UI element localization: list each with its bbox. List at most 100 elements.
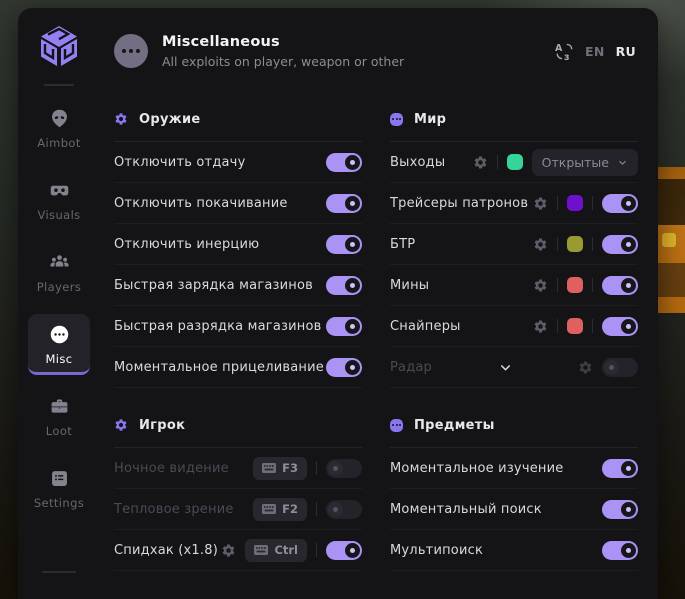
row-settings-gear-icon[interactable] (578, 360, 593, 375)
section-title: Игрок (139, 417, 186, 433)
toggle-switch[interactable] (602, 499, 638, 519)
sidebar-item-loot[interactable]: Loot (28, 386, 90, 447)
row-settings-gear-icon[interactable] (533, 278, 548, 293)
toggle-knob (604, 359, 619, 375)
feature-row: Мины (390, 265, 638, 306)
row-settings-gear-icon[interactable] (473, 155, 488, 170)
toggle-switch[interactable] (602, 357, 638, 377)
signage-shadow-mark (658, 263, 685, 297)
row-settings-gear-icon[interactable] (533, 237, 548, 252)
feature-row: Радар (390, 347, 638, 388)
row-controls: Открытые (473, 148, 638, 176)
hotkey-label: Ctrl (274, 543, 298, 557)
feature-label: Тепловое зрение (114, 501, 234, 517)
control-divider (592, 319, 593, 333)
section-divider (114, 141, 362, 142)
toggle-switch[interactable] (326, 540, 362, 560)
chevron-down-icon (617, 157, 628, 168)
feature-label: Моментальное изучение (390, 460, 564, 476)
feature-label: Отключить покачивание (114, 195, 288, 211)
section-divider (114, 447, 362, 448)
expand-chevron-icon[interactable] (432, 360, 578, 375)
game-background-signage (658, 167, 685, 313)
toggle-switch[interactable] (326, 234, 362, 254)
dropdown-select[interactable]: Открытые (531, 148, 638, 176)
row-settings-gear-icon[interactable] (533, 196, 548, 211)
toggle-switch[interactable] (602, 458, 638, 478)
hotkey-label: F2 (282, 502, 298, 516)
feature-label: Моментальный поиск (390, 501, 542, 517)
hotkey-badge[interactable]: F2 (253, 497, 307, 521)
keyboard-icon (262, 504, 277, 514)
row-controls (326, 152, 362, 172)
sidebar-divider-top (44, 84, 74, 86)
row-controls (326, 234, 362, 254)
feature-row: Моментальный поиск (390, 489, 638, 530)
section-player: Игрок Ночное видение F3 Тепловое зрение F2 Сп… (114, 412, 362, 571)
section-weapon: Оружие Отключить отдачу Отключить покачива… (114, 106, 362, 388)
section-gear-icon (114, 418, 128, 432)
feature-row: Выходы Открытые (390, 142, 638, 183)
toggle-switch[interactable] (326, 152, 362, 172)
control-divider (316, 543, 317, 557)
hotkey-badge[interactable]: Ctrl (245, 538, 307, 562)
toggle-switch[interactable] (602, 193, 638, 213)
toggle-knob (621, 501, 636, 517)
keyboard-icon (262, 463, 277, 473)
section-divider (390, 141, 638, 142)
feature-label: Радар (390, 359, 433, 375)
row-controls (326, 193, 362, 213)
color-swatch[interactable] (506, 154, 523, 170)
feature-row: Быстрая разрядка магазинов (114, 306, 362, 347)
lang-en-button[interactable]: EN (585, 43, 605, 59)
sidebar-item-misc[interactable]: Misc (28, 314, 90, 375)
sidebar-item-visuals[interactable]: Visuals (28, 170, 90, 231)
sidebar-nav: Aimbot Visuals Players Misc Loot Settings (18, 98, 100, 530)
feature-row: Трейсеры патронов (390, 183, 638, 224)
feature-label: Быстрая зарядка магазинов (114, 277, 314, 293)
sidebar-item-players[interactable]: Players (28, 242, 90, 303)
alien-icon (49, 108, 70, 129)
feature-label: Выходы (390, 154, 446, 170)
toggle-switch[interactable] (326, 499, 362, 519)
row-controls (533, 275, 638, 295)
row-settings-gear-icon[interactable] (221, 543, 236, 558)
toggle-knob (621, 542, 636, 558)
sidebar-item-settings[interactable]: Settings (28, 458, 90, 519)
color-swatch[interactable] (567, 277, 583, 293)
toggle-switch[interactable] (602, 540, 638, 560)
color-swatch[interactable] (567, 236, 583, 252)
color-swatch[interactable] (567, 195, 583, 211)
toggle-switch[interactable] (602, 316, 638, 336)
sidebar-item-label: Settings (33, 496, 85, 510)
toggle-switch[interactable] (326, 275, 362, 295)
toggle-switch[interactable] (326, 458, 362, 478)
toggle-switch[interactable] (326, 357, 362, 377)
hotkey-badge[interactable]: F3 (253, 456, 307, 480)
sidebar-item-aimbot[interactable]: Aimbot (28, 98, 90, 159)
feature-label: Снайперы (390, 318, 461, 334)
toggle-switch[interactable] (602, 234, 638, 254)
color-swatch[interactable] (567, 318, 583, 334)
signage-yellow-mark (662, 233, 676, 247)
row-controls (602, 499, 638, 519)
sidebar-item-label: Loot (45, 424, 73, 438)
lang-ru-button[interactable]: RU (615, 43, 636, 59)
row-controls (533, 193, 638, 213)
toggle-knob (621, 236, 636, 252)
sidebar-divider-bottom (42, 571, 76, 573)
toggle-switch[interactable] (326, 193, 362, 213)
feature-label: БТР (390, 236, 416, 252)
dropdown-value: Открытые (541, 154, 609, 170)
page-subtitle: All exploits on player, weapon or other (162, 53, 405, 69)
toggle-switch[interactable] (326, 316, 362, 336)
row-controls: F3 (253, 456, 362, 480)
section-dots-icon (390, 418, 403, 432)
row-controls (602, 540, 638, 560)
section-header-player: Игрок (114, 412, 362, 438)
row-settings-gear-icon[interactable] (533, 319, 548, 334)
toggle-knob (621, 318, 636, 334)
toggle-switch[interactable] (602, 275, 638, 295)
row-controls (533, 234, 638, 254)
hotkey-label: F3 (282, 461, 298, 475)
